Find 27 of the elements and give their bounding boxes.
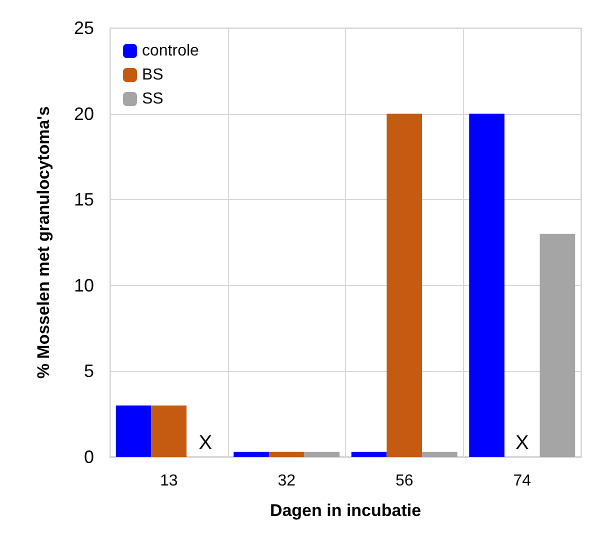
bar <box>386 114 422 457</box>
annotation: X <box>198 432 212 454</box>
bar <box>268 452 304 457</box>
bar <box>469 114 504 457</box>
bar <box>304 452 340 457</box>
legend-label: SS <box>142 90 164 108</box>
x-tick-label: 32 <box>278 472 296 490</box>
y-tick-label: 10 <box>74 275 94 296</box>
bar <box>151 406 187 457</box>
bar <box>351 452 387 457</box>
bar <box>234 452 269 457</box>
x-tick-label: 74 <box>513 472 532 490</box>
legend-label: controle <box>142 42 200 60</box>
x-tick-label: 13 <box>160 472 178 490</box>
y-tick-label: 20 <box>74 104 94 124</box>
bar <box>116 406 152 457</box>
y-tick-label: 5 <box>84 361 94 382</box>
y-tick-label: 0 <box>84 447 94 467</box>
x-axis-title: Dagen in incubatie <box>270 501 422 520</box>
x-tick-label: 56 <box>395 472 414 490</box>
y-tick-label: 15 <box>74 190 94 210</box>
bar <box>540 234 576 457</box>
y-tick-label: 25 <box>74 18 94 38</box>
y-axis-title: % Mosselen met granulocytoma's <box>34 106 53 379</box>
legend-label: BS <box>142 66 164 84</box>
bar <box>422 452 458 457</box>
annotation: X <box>515 432 529 454</box>
